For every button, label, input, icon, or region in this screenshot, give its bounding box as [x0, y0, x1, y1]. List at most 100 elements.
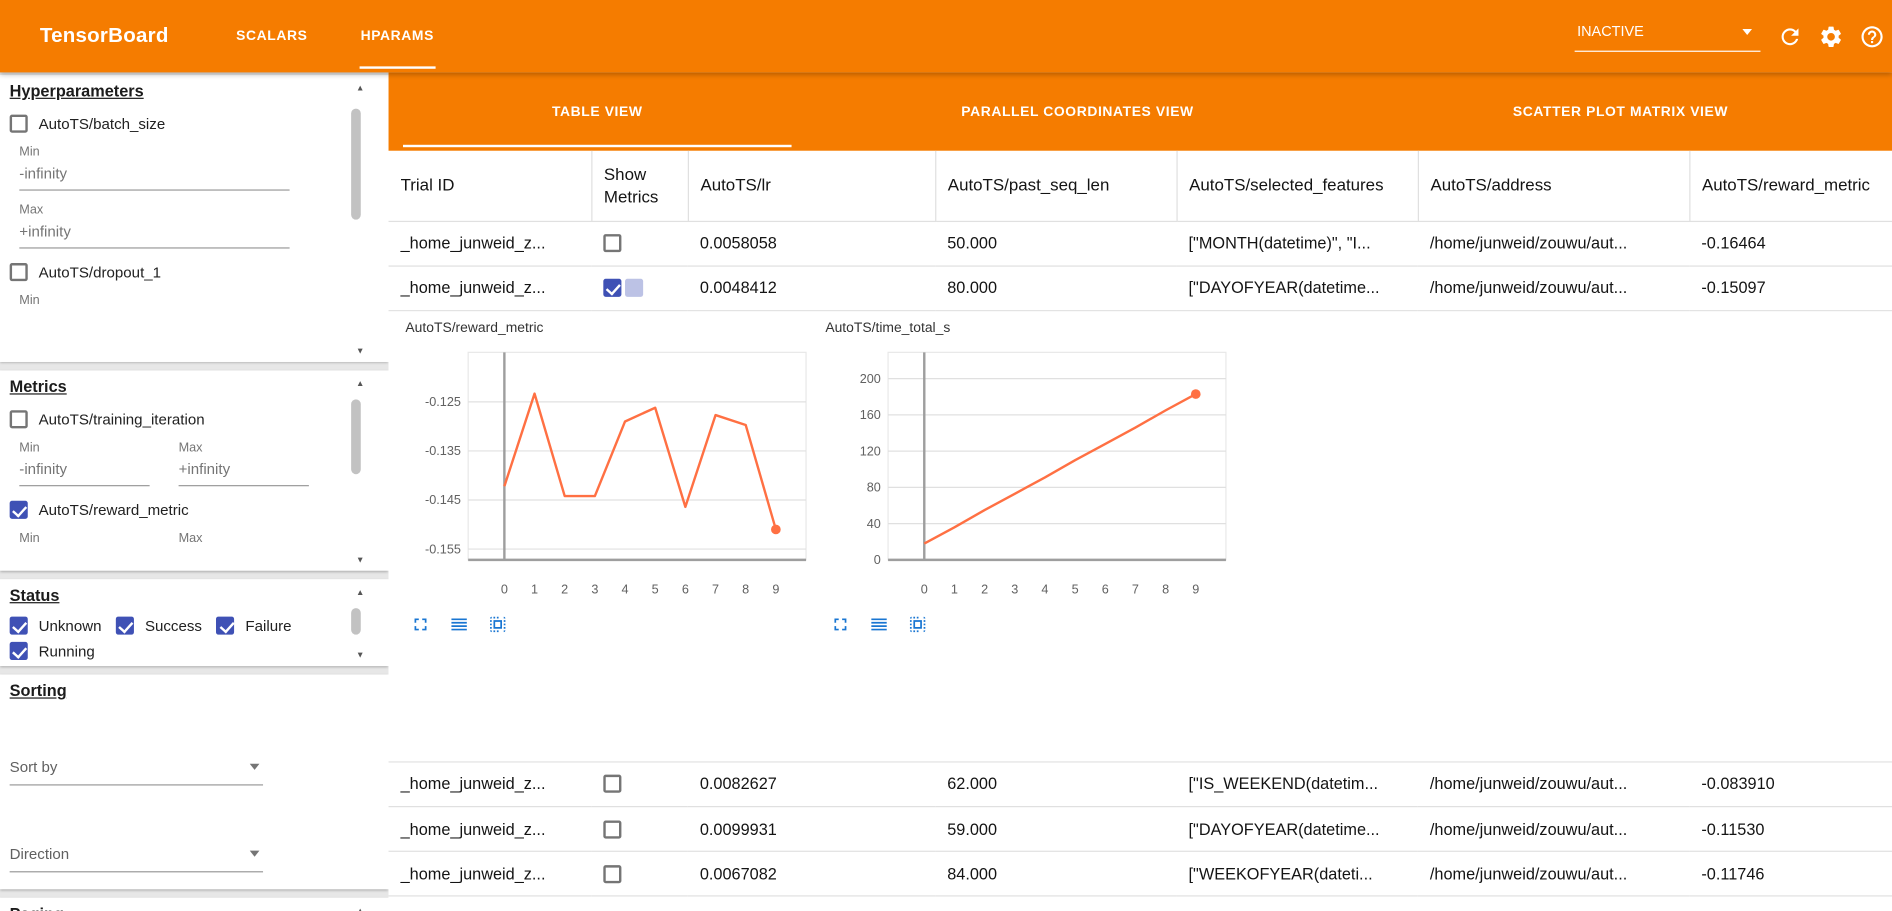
- svg-text:8: 8: [742, 582, 749, 596]
- lr-cell: 0.0067082: [687, 851, 936, 897]
- scroll-up-arrow[interactable]: ▲: [356, 588, 365, 598]
- tab-hparams[interactable]: HPARAMS: [334, 0, 460, 72]
- settings-icon[interactable]: [1818, 24, 1843, 49]
- table-row: _home_junweid_z... 0.0048412 80.000 ["DAYOF…: [388, 265, 1892, 311]
- max-input[interactable]: +infinity: [19, 217, 290, 249]
- past-seq-len-cell: 84.000: [935, 851, 1177, 897]
- reorder-icon[interactable]: [449, 614, 470, 635]
- dropout-1-min-field: Min: [19, 293, 289, 307]
- metric-item-training-iteration[interactable]: AutoTS/training_iteration: [9, 410, 379, 429]
- svg-text:80: 80: [867, 480, 881, 494]
- scrollbar-thumb[interactable]: [351, 608, 361, 635]
- tab-scatter-plot-matrix-view[interactable]: SCATTER PLOT MATRIX VIEW: [1349, 72, 1892, 150]
- table-row: _home_junweid_z... 0.0082627 62.000 ["IS_WE…: [388, 761, 1892, 808]
- status-item-unknown[interactable]: Unknown: [9, 616, 102, 635]
- direction-select[interactable]: Direction: [9, 842, 264, 873]
- show-metrics-checkbox[interactable]: [603, 278, 622, 297]
- col-show-metrics: Show Metrics: [591, 150, 689, 222]
- col-past-seq-len: AutoTS/past_seq_len: [935, 150, 1178, 222]
- scroll-up-arrow[interactable]: ▲: [356, 380, 365, 389]
- tab-table-view[interactable]: TABLE VIEW: [389, 72, 806, 150]
- scroll-up-arrow[interactable]: ▲: [356, 907, 364, 911]
- status-item-running[interactable]: Running: [9, 641, 95, 661]
- svg-text:2: 2: [981, 582, 988, 596]
- max-input[interactable]: +infinity: [178, 455, 309, 487]
- lr-cell: 0.0099931: [687, 806, 936, 852]
- status-item-success[interactable]: Success: [115, 616, 202, 635]
- sidebar: Hyperparameters AutoTS/batch_size Min -i…: [0, 72, 389, 911]
- topbar: TensorBoard SCALARS HPARAMS INACTIVE: [0, 0, 1892, 73]
- show-metrics-checkbox[interactable]: [603, 774, 622, 794]
- min-input[interactable]: -infinity: [19, 159, 290, 191]
- selected-features-cell: ["DAYOFYEAR(datetime...: [1176, 265, 1418, 311]
- sorting-panel: Sorting Sort by Direction: [0, 674, 389, 890]
- fullscreen-icon[interactable]: [410, 614, 431, 635]
- svg-text:-0.155: -0.155: [425, 542, 461, 556]
- select-all-icon[interactable]: [907, 614, 928, 635]
- tab-parallel-coordinates-view[interactable]: PARALLEL COORDINATES VIEW: [806, 72, 1349, 150]
- show-metrics-checkbox[interactable]: [603, 819, 622, 839]
- tab-scalars[interactable]: SCALARS: [236, 28, 308, 44]
- scrollbar-thumb[interactable]: [351, 108, 361, 220]
- failure-checkbox[interactable]: [216, 616, 235, 635]
- selected-features-cell: ["IS_WEEKEND(datetim...: [1176, 761, 1418, 808]
- show-metrics-checkbox[interactable]: [603, 234, 622, 253]
- metrics-panel: Metrics AutoTS/training_iteration Min -i…: [0, 370, 389, 571]
- svg-text:9: 9: [772, 582, 779, 596]
- table-row: _home_junweid_z... 0.0058058 50.000 ["MONTH…: [388, 220, 1892, 267]
- run-selector[interactable]: INACTIVE: [1574, 21, 1761, 52]
- hyperparameters-heading: Hyperparameters: [9, 82, 144, 101]
- svg-text:7: 7: [1132, 582, 1139, 596]
- trials-table-continued: _home_junweid_z... 0.0082627 62.000 ["IS_WE…: [388, 761, 1892, 897]
- batch-size-checkbox[interactable]: [9, 114, 28, 133]
- svg-text:3: 3: [591, 582, 598, 596]
- hparam-item-batch-size[interactable]: AutoTS/batch_size: [9, 114, 379, 133]
- scrollbar-thumb[interactable]: [351, 399, 361, 475]
- paging-panel: Paging ▲: [0, 897, 389, 911]
- refresh-icon[interactable]: [1777, 24, 1802, 49]
- min-input[interactable]: -infinity: [19, 455, 150, 487]
- reward-metric-cell: -0.11746: [1689, 851, 1892, 897]
- scroll-down-arrow[interactable]: ▼: [356, 651, 365, 661]
- reward-metric-checkbox[interactable]: [9, 500, 28, 519]
- max-field: Max +infinity: [178, 440, 309, 487]
- min-field: Min -infinity: [19, 440, 150, 487]
- sort-by-select[interactable]: Sort by: [9, 755, 264, 786]
- tab-scatter-plot-matrix-label: SCATTER PLOT MATRIX VIEW: [1512, 104, 1729, 119]
- running-checkbox[interactable]: [9, 641, 28, 661]
- scroll-down-arrow[interactable]: ▼: [356, 556, 365, 565]
- success-checkbox[interactable]: [115, 616, 135, 635]
- svg-text:160: 160: [860, 407, 881, 421]
- metrics-heading: Metrics: [9, 377, 67, 396]
- trial-id-cell: _home_junweid_z...: [388, 220, 592, 267]
- training-iteration-checkbox[interactable]: [9, 410, 28, 429]
- reorder-icon[interactable]: [869, 614, 890, 635]
- trial-id-cell: _home_junweid_z...: [388, 761, 592, 808]
- address-cell: /home/junweid/zouwu/aut...: [1417, 851, 1690, 897]
- select-all-icon[interactable]: [487, 614, 508, 635]
- scroll-up-arrow[interactable]: ▲: [356, 84, 365, 93]
- svg-text:200: 200: [860, 371, 881, 385]
- status-item-failure[interactable]: Failure: [216, 616, 292, 635]
- dropout-1-label: AutoTS/dropout_1: [38, 263, 162, 281]
- svg-text:8: 8: [1162, 582, 1169, 596]
- dropout-1-checkbox[interactable]: [9, 263, 28, 282]
- topbar-right: INACTIVE: [1574, 21, 1885, 52]
- checkbox-ripple: [625, 278, 644, 297]
- fullscreen-icon[interactable]: [830, 614, 851, 635]
- scroll-down-arrow[interactable]: ▼: [356, 347, 365, 356]
- help-icon[interactable]: [1859, 24, 1884, 49]
- hyperparameters-panel: Hyperparameters AutoTS/batch_size Min -i…: [0, 74, 389, 362]
- status-filter-row: Unknown Success Failure Running: [9, 616, 362, 661]
- col-reward-metric: AutoTS/reward_metric: [1689, 150, 1892, 222]
- past-seq-len-cell: 59.000: [935, 806, 1177, 852]
- main-content: TABLE VIEW PARALLEL COORDINATES VIEW SCA…: [388, 72, 1892, 911]
- trial-id-cell: _home_junweid_z...: [388, 851, 592, 897]
- metric-item-reward-metric[interactable]: AutoTS/reward_metric: [9, 500, 379, 519]
- hparam-item-dropout-1[interactable]: AutoTS/dropout_1: [9, 263, 379, 282]
- table-header-row: Trial ID Show Metrics AutoTS/lr AutoTS/p…: [388, 150, 1892, 222]
- show-metrics-checkbox[interactable]: [603, 864, 622, 883]
- unknown-checkbox[interactable]: [9, 616, 28, 635]
- address-cell: /home/junweid/zouwu/aut...: [1417, 265, 1690, 311]
- chart-toolbar: [830, 614, 1241, 635]
